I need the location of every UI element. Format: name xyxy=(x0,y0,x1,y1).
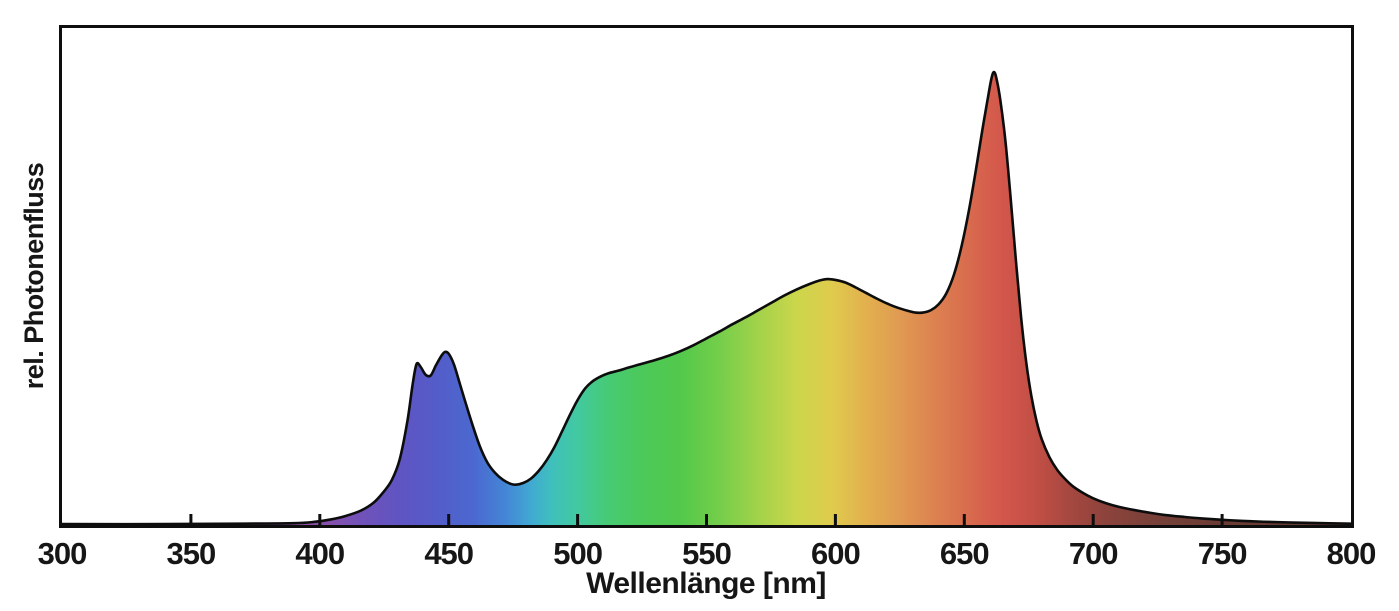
x-tick-label-650: 650 xyxy=(939,536,990,571)
x-tick-label-800: 800 xyxy=(1326,536,1377,571)
x-tick-mark xyxy=(705,514,708,525)
x-tick-label-450: 450 xyxy=(424,536,474,571)
x-tick-mark xyxy=(833,514,837,525)
x-tick-mark xyxy=(189,514,193,525)
plot-frame xyxy=(59,25,1354,528)
spectrum-fill-area xyxy=(62,72,1351,525)
x-tick-mark xyxy=(447,514,451,525)
y-axis-title: rel. Photonenfluss xyxy=(18,162,49,390)
x-tick-mark xyxy=(1220,514,1224,525)
x-tick-label-350: 350 xyxy=(166,536,217,571)
spectrum-curve-line xyxy=(62,70,1351,525)
x-tick-mark xyxy=(318,514,322,525)
x-tick-label-550: 550 xyxy=(682,536,732,571)
x-tick-label-750: 750 xyxy=(1197,536,1248,571)
spectrum-plot-area xyxy=(62,70,1351,525)
x-tick-mark xyxy=(962,514,966,525)
x-tick-mark xyxy=(1091,514,1095,525)
x-axis-tick-marks xyxy=(189,514,1224,525)
x-tick-label-500: 500 xyxy=(553,536,603,571)
x-tick-mark xyxy=(576,514,580,525)
x-tick-label-700: 700 xyxy=(1068,536,1119,571)
x-tick-label-300: 300 xyxy=(37,536,88,571)
x-axis-title: Wellenlänge [nm] xyxy=(586,567,826,600)
x-tick-label-600: 600 xyxy=(811,536,861,571)
x-tick-label-400: 400 xyxy=(295,536,345,571)
